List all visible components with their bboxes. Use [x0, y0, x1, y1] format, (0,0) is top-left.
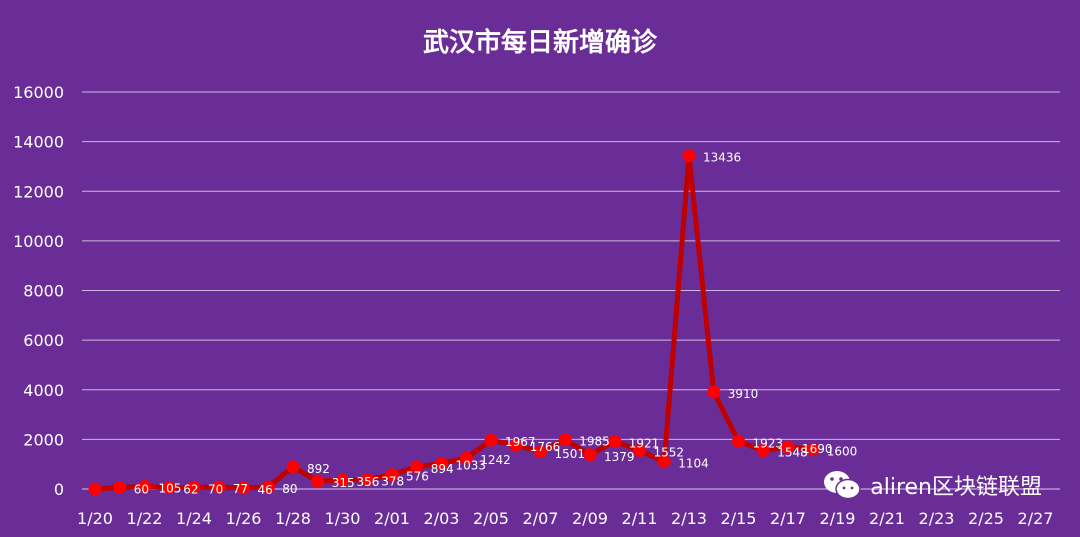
y-tick-label: 2000 [23, 430, 64, 449]
x-tick-label: 2/09 [572, 509, 608, 528]
data-label: 378 [381, 475, 404, 489]
data-point [707, 385, 721, 399]
x-tick-label: 2/05 [473, 509, 509, 528]
x-tick-label: 2/03 [424, 509, 460, 528]
data-point [583, 448, 597, 462]
data-point [336, 473, 349, 487]
data-point [732, 434, 745, 448]
data-label: 1967 [505, 435, 536, 449]
data-label: 1104 [678, 457, 709, 471]
data-point [756, 444, 770, 458]
data-label: 1379 [604, 450, 635, 464]
data-label: 1501 [555, 447, 586, 461]
x-tick-label: 2/13 [671, 509, 707, 528]
data-point [509, 438, 523, 452]
y-tick-label: 6000 [23, 331, 64, 350]
data-point [162, 480, 176, 494]
x-tick-label: 2/23 [919, 509, 955, 528]
data-label: 1766 [530, 440, 561, 454]
data-label: 1600 [827, 444, 858, 458]
wechat-icon [824, 471, 861, 500]
data-label: 70 [208, 482, 223, 496]
y-tick-label: 14000 [13, 133, 64, 152]
data-point [682, 149, 696, 163]
y-tick-label: 12000 [13, 182, 64, 201]
data-label: 13436 [703, 151, 741, 165]
data-point [608, 434, 622, 448]
x-tick-label: 2/19 [820, 509, 856, 528]
data-point [385, 468, 399, 482]
data-point [534, 445, 547, 459]
data-point [781, 440, 795, 454]
x-tick-label: 2/15 [721, 509, 757, 528]
x-tick-label: 1/22 [127, 509, 163, 528]
x-tick-label: 1/24 [176, 509, 212, 528]
data-label: 105 [159, 481, 182, 495]
x-tick-label: 2/11 [622, 509, 658, 528]
data-label: 46 [258, 483, 273, 497]
data-point [311, 474, 325, 488]
data-label: 60 [134, 483, 149, 497]
x-tick-label: 2/17 [770, 509, 806, 528]
data-point [237, 481, 250, 495]
data-point [459, 451, 473, 465]
x-tick-label: 1/28 [275, 509, 311, 528]
data-label: 1923 [753, 436, 784, 450]
y-tick-label: 0 [54, 480, 64, 499]
data-label: 894 [431, 462, 454, 476]
y-tick-label: 8000 [23, 282, 64, 301]
data-point [435, 456, 448, 470]
data-label: 576 [406, 470, 429, 484]
data-point [360, 473, 374, 487]
data-label: 1921 [629, 436, 660, 450]
data-point [484, 433, 498, 447]
data-label: 80 [282, 482, 297, 496]
data-label: 1548 [777, 446, 808, 460]
data-label: 77 [233, 482, 248, 496]
data-point [88, 482, 102, 496]
data-label: 62 [183, 482, 198, 496]
y-tick-label: 10000 [13, 232, 64, 251]
data-point [806, 442, 820, 456]
x-tick-label: 2/27 [1018, 509, 1054, 528]
data-label: 315 [332, 476, 355, 490]
x-tick-label: 2/01 [374, 509, 410, 528]
data-label: 1552 [654, 445, 685, 459]
data-label: 1985 [579, 435, 610, 449]
data-point [212, 480, 226, 494]
data-label: 3910 [728, 387, 759, 401]
x-tick-label: 1/30 [325, 509, 361, 528]
x-tick-label: 2/21 [869, 509, 905, 528]
data-point [410, 460, 424, 474]
chart-title: 武汉市每日新增确诊 [422, 28, 657, 58]
watermark-text: aliren区块链联盟 [870, 475, 1042, 500]
data-label: 356 [357, 475, 380, 489]
data-point [558, 433, 572, 447]
data-point [286, 460, 300, 474]
data-label: 892 [307, 462, 330, 476]
x-tick-label: 1/20 [77, 509, 113, 528]
watermark: aliren区块链联盟 [822, 469, 1042, 501]
x-tick-label: 1/26 [226, 509, 262, 528]
data-point [138, 479, 151, 493]
data-label: 1033 [456, 458, 487, 472]
data-label: 1690 [802, 442, 833, 456]
data-point [113, 481, 127, 495]
x-tick-label: 2/25 [968, 509, 1004, 528]
y-tick-label: 16000 [13, 83, 64, 102]
data-point [187, 480, 201, 494]
data-point [633, 443, 646, 457]
data-point [261, 480, 275, 494]
y-tick-label: 4000 [23, 381, 64, 400]
data-label: 1242 [480, 453, 511, 467]
data-point [657, 455, 671, 469]
x-tick-label: 2/07 [523, 509, 559, 528]
